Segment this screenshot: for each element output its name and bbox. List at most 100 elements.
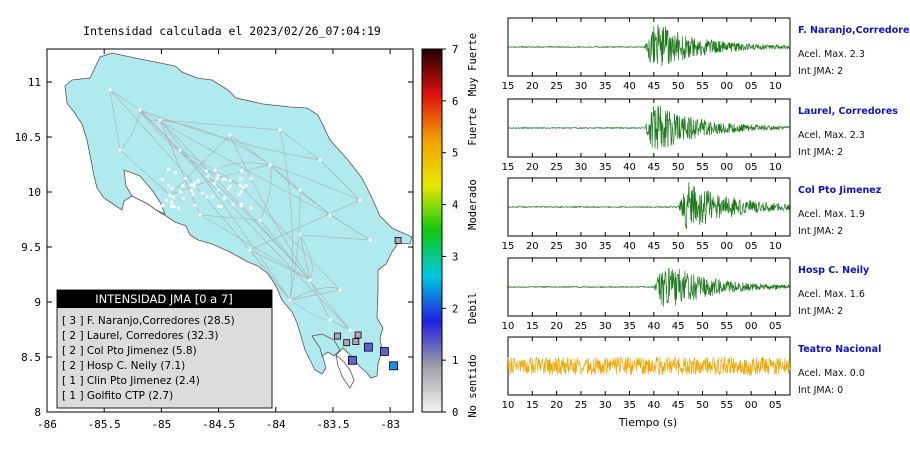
time-tick-label: 20 — [550, 321, 563, 332]
map-area — [64, 52, 413, 389]
town-dot — [328, 318, 332, 322]
town-dot — [108, 88, 112, 92]
time-tick-label: 35 — [599, 162, 612, 173]
road-line — [169, 134, 231, 196]
road-line — [289, 189, 301, 301]
waveform-trace — [507, 105, 790, 150]
town-dot — [248, 248, 252, 252]
map-panel: Intensidad calculada el 2023/02/26_07:04… — [15, 24, 414, 431]
road-line — [269, 164, 361, 201]
town-dot — [338, 288, 342, 292]
town-dot — [196, 179, 200, 183]
road-line — [229, 134, 311, 281]
time-tick-label: 10 — [502, 400, 515, 411]
time-tick-label: 20 — [526, 81, 539, 92]
waveform-trace — [507, 24, 791, 67]
road-line — [319, 159, 361, 201]
town-dot — [189, 183, 193, 187]
road-line — [259, 164, 272, 221]
time-tick-label: 20 — [526, 162, 539, 173]
time-tick-label: 55 — [696, 241, 709, 252]
time-tick-label: 05 — [769, 400, 782, 411]
colorbar-tick-label: 2 — [452, 303, 458, 315]
time-tick-label: 40 — [623, 81, 636, 92]
time-tick-label: 15 — [502, 162, 515, 173]
road-line — [119, 109, 141, 151]
town-dot — [158, 118, 162, 122]
town-dot — [182, 197, 186, 201]
town-dot — [201, 191, 205, 195]
station-markers — [334, 236, 402, 371]
road-line — [214, 162, 271, 171]
road-line — [139, 109, 321, 161]
colorbar-tick-label: 0 — [452, 407, 458, 419]
time-tick-label: 50 — [672, 162, 685, 173]
time-tick-label: 25 — [550, 241, 563, 252]
town-dot — [205, 195, 209, 199]
lat-tick-label: 9 — [34, 296, 41, 309]
lat-tick-label: 8 — [34, 406, 41, 419]
legend-item: [ 2 ] Hosp C. Neily (7.1) — [62, 360, 185, 372]
time-tick-label: 45 — [647, 81, 660, 92]
legend-item: [ 2 ] Col Pto Jimenez (5.8) — [62, 345, 197, 357]
town-dot — [318, 158, 322, 162]
town-dot — [223, 178, 227, 181]
time-tick-label: 30 — [575, 81, 588, 92]
town-dot — [164, 198, 168, 202]
time-tick-label: 00 — [720, 162, 733, 173]
map-title: Intensidad calculada el 2023/02/26_07:04… — [83, 24, 381, 38]
road-network — [109, 89, 371, 331]
colorbar-tick-label: 1 — [452, 355, 458, 367]
intensity-legend: INTENSIDAD JMA [0 a 7] [ 3 ] F. Naranjo,… — [56, 289, 273, 409]
town-dot — [213, 168, 217, 172]
colorbar-tick-label: 5 — [452, 148, 458, 160]
map-axes: -86 -85.5 -85 -84.5 -84 -83.5 -83 11 10.5 10 9.5 9 8… — [15, 49, 413, 431]
legend-item: [ 2 ] Laurel, Corredores (32.3) — [62, 330, 218, 342]
station-marker — [394, 236, 402, 244]
time-tick-label: 20 — [526, 241, 539, 252]
station-jma: Int JMA: 2 — [798, 147, 843, 158]
town-dot — [238, 183, 242, 187]
town-dot — [231, 203, 235, 207]
road-line — [289, 287, 341, 301]
lon-tick-label: -85 — [151, 418, 171, 431]
road-line — [159, 119, 201, 216]
town-dot — [178, 148, 182, 152]
colorbar-tick-label: 4 — [452, 200, 458, 212]
road-line — [139, 109, 351, 331]
town-dot — [206, 174, 210, 178]
town-dot — [223, 196, 227, 200]
town-dot — [172, 204, 176, 208]
town-dot — [198, 213, 202, 217]
town-dot — [173, 171, 177, 175]
town-dot — [184, 176, 187, 180]
town-dot — [268, 163, 272, 167]
time-tick-label: 55 — [696, 162, 709, 173]
town-dot — [217, 204, 221, 208]
town-dot — [240, 169, 244, 173]
time-tick-label: 55 — [720, 321, 733, 332]
town-dot — [178, 190, 182, 194]
station-marker — [334, 332, 341, 340]
time-tick-label: 55 — [696, 81, 709, 92]
town-dot — [221, 177, 225, 181]
station-marker — [352, 338, 360, 346]
town-dot — [138, 108, 142, 112]
town-dot — [193, 203, 197, 207]
legend-item: [ 1 ] Golfito CTP (2.7) — [62, 390, 173, 402]
town-dot — [166, 168, 170, 172]
time-tick-label: 25 — [550, 81, 563, 92]
town-dot — [176, 206, 180, 210]
station-jma: Int JMA: 0 — [798, 385, 843, 396]
lon-tick-label: -84.5 — [202, 418, 235, 431]
colorbar-category-label: No sentido — [467, 354, 479, 417]
colorbar-category-label: Debil — [467, 292, 479, 324]
time-tick-label: 45 — [647, 162, 660, 173]
time-tick-label: 05 — [769, 321, 782, 332]
station-name: Hosp C. Neily — [798, 265, 870, 276]
time-tick-label: 30 — [599, 321, 612, 332]
colorbar-ramp — [421, 48, 443, 413]
time-tick-label: 35 — [623, 400, 636, 411]
legend-title: INTENSIDAD JMA [0 a 7] — [95, 292, 232, 306]
lat-tick-label: 8.5 — [21, 351, 41, 364]
